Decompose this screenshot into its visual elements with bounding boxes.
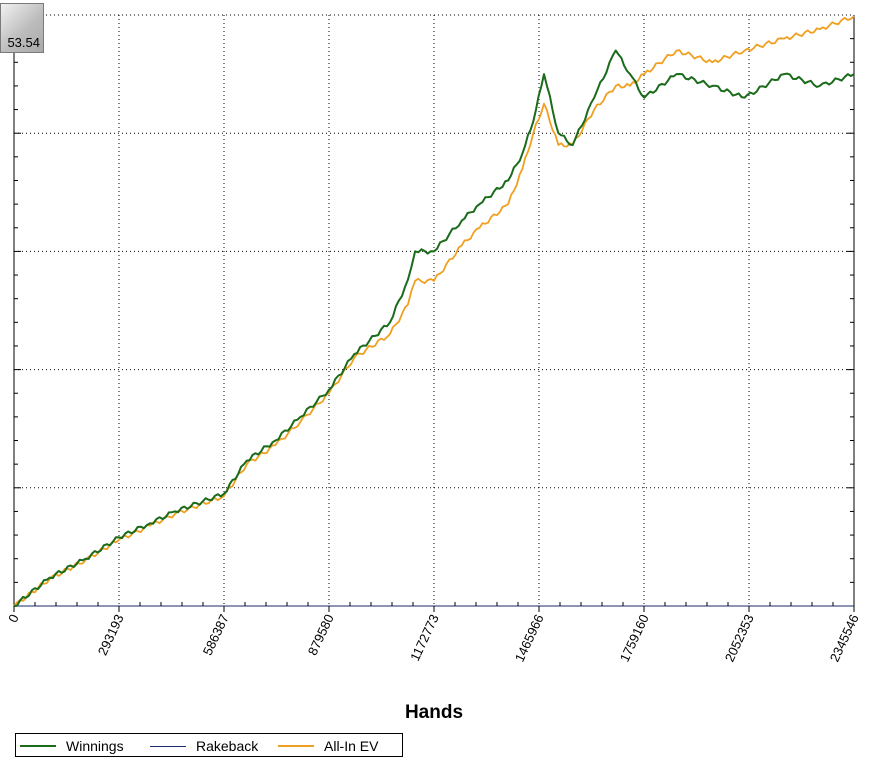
series-line-winnings xyxy=(13,49,855,607)
x-tick-label-3: 879580 xyxy=(305,612,337,658)
x-tick-label-5: 1465966 xyxy=(512,612,547,664)
x-axis-label: Hands xyxy=(405,702,463,723)
legend-item-allin-ev: All-In EV xyxy=(278,737,378,755)
grid-lines xyxy=(14,14,854,606)
badge-value: 53.54 xyxy=(7,35,40,50)
x-axis-ticks: 0 293193 586387 879580 1172773 1465966 1759160… xyxy=(5,602,862,664)
legend-item-rakeback: Rakeback xyxy=(150,737,258,755)
legend-swatch-winnings xyxy=(20,745,56,747)
legend-swatch-allin-ev xyxy=(278,745,314,747)
x-tick-label-0: 0 xyxy=(5,612,22,625)
legend-item-winnings: Winnings xyxy=(20,737,124,755)
x-tick-label-8: 2345546 xyxy=(827,612,862,664)
value-badge: 53.54 xyxy=(0,3,44,53)
legend-label-rakeback: Rakeback xyxy=(196,738,259,754)
legend-label-winnings: Winnings xyxy=(66,738,124,754)
legend-label-allin-ev: All-In EV xyxy=(324,738,379,754)
legend: Winnings Rakeback All-In EV xyxy=(15,733,403,757)
x-tick-label-6: 1759160 xyxy=(617,612,652,664)
legend-swatch-rakeback xyxy=(150,745,186,747)
x-tick-label-1: 293193 xyxy=(95,612,127,658)
x-tick-label-4: 1172773 xyxy=(407,612,442,663)
x-tick-label-7: 2052353 xyxy=(722,612,757,664)
x-tick-label-2: 586387 xyxy=(200,612,232,658)
